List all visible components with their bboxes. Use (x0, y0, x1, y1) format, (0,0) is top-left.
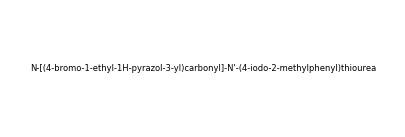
Text: N-[(4-bromo-1-ethyl-1H-pyrazol-3-yl)carbonyl]-N'-(4-iodo-2-methylphenyl)thiourea: N-[(4-bromo-1-ethyl-1H-pyrazol-3-yl)carb… (30, 64, 375, 73)
